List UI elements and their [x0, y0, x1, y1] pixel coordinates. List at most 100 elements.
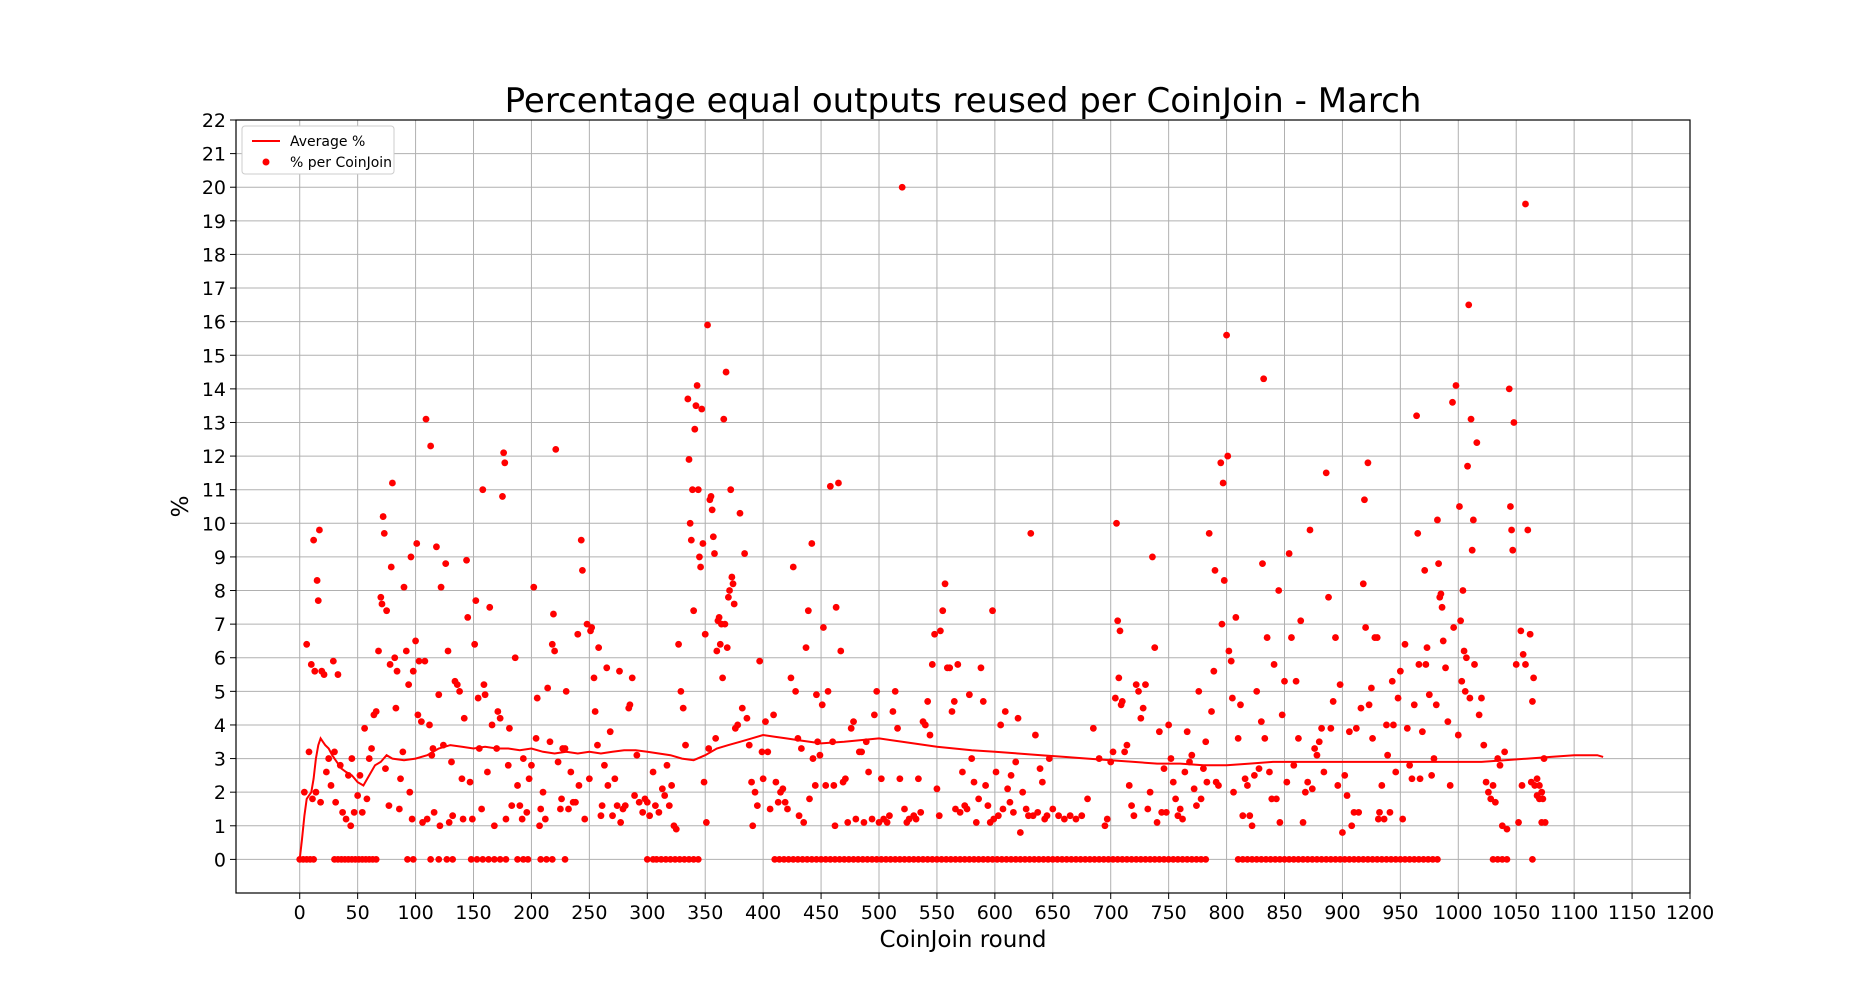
scatter-point	[709, 533, 717, 541]
scatter-point	[1275, 587, 1283, 594]
scatter-point	[1121, 748, 1129, 756]
scatter-point	[613, 802, 621, 810]
scatter-point	[561, 855, 569, 863]
scatter-point	[1137, 714, 1145, 722]
scatter-point	[1165, 721, 1173, 729]
scatter-point	[766, 805, 774, 813]
scatter-point	[1176, 805, 1184, 813]
scatter-point	[348, 755, 356, 762]
scatter-point	[479, 855, 487, 863]
scatter-point	[686, 519, 694, 527]
scatter-point	[1414, 529, 1422, 537]
scatter-point	[883, 819, 891, 826]
scatter-point	[837, 647, 845, 655]
scatter-point	[1336, 681, 1344, 689]
scatter-point	[426, 721, 433, 729]
scatter-point	[1276, 819, 1284, 826]
scatter-point	[397, 775, 404, 783]
scatter-point	[1115, 674, 1123, 682]
x-tick-label: 850	[1266, 902, 1302, 924]
scatter-point	[558, 795, 565, 803]
x-tick-label: 150	[455, 902, 491, 924]
scatter-point	[891, 687, 899, 695]
scatter-point	[1415, 661, 1423, 668]
scatter-point	[361, 724, 369, 732]
scatter-point	[372, 708, 380, 715]
scatter-point	[378, 600, 386, 608]
x-tick-label: 1200	[1666, 902, 1714, 924]
scatter-point	[1130, 812, 1138, 820]
scatter-point	[1376, 808, 1383, 816]
scatter-point	[989, 607, 996, 615]
scatter-point	[1311, 745, 1319, 752]
scatter-point	[1103, 815, 1111, 823]
scatter-point	[1299, 819, 1307, 826]
scatter-point	[442, 560, 450, 568]
scatter-point	[1406, 761, 1414, 769]
scatter-point	[313, 577, 321, 584]
scatter-point	[699, 540, 707, 547]
scatter-point	[926, 731, 934, 739]
scatter-point	[762, 718, 769, 725]
scatter-point	[1128, 802, 1135, 810]
scatter-point	[464, 614, 472, 621]
scatter-point	[1355, 808, 1363, 816]
scatter-point	[480, 681, 488, 689]
scatter-point	[621, 802, 629, 810]
x-tick-label: 600	[977, 902, 1013, 924]
scatter-point	[677, 687, 685, 695]
scatter-point	[1394, 694, 1402, 702]
scatter-point	[478, 805, 486, 813]
scatter-point	[1430, 755, 1438, 762]
scatter-point	[1292, 677, 1300, 685]
scatter-point	[704, 321, 711, 329]
scatter-point	[550, 610, 557, 618]
scatter-point	[842, 775, 849, 783]
scatter-point	[912, 815, 920, 823]
scatter-point	[997, 721, 1005, 729]
scatter-point	[628, 674, 636, 682]
scatter-point	[1155, 728, 1163, 736]
scatter-point	[552, 445, 560, 453]
scatter-point	[649, 768, 657, 776]
scatter-point	[1343, 792, 1351, 799]
scatter-point	[975, 795, 983, 803]
scatter-point	[543, 855, 550, 863]
scatter-point	[1320, 768, 1328, 776]
scatter-point	[802, 644, 810, 652]
scatter-point	[316, 526, 323, 534]
scatter-point	[1373, 634, 1381, 641]
scatter-point	[965, 691, 973, 699]
scatter-point	[1181, 768, 1189, 776]
scatter-point	[1403, 724, 1411, 732]
scatter-point	[1261, 735, 1269, 742]
x-tick-label: 750	[1151, 902, 1187, 924]
scatter-point	[1132, 681, 1140, 689]
scatter-point	[1461, 687, 1469, 695]
scatter-point	[514, 855, 521, 863]
scatter-point	[1183, 728, 1191, 736]
scatter-point	[1169, 778, 1177, 786]
scatter-point	[1215, 782, 1222, 789]
scatter-point	[982, 782, 989, 789]
scatter-point	[1217, 459, 1225, 467]
scatter-point	[727, 486, 735, 494]
scatter-point	[689, 486, 696, 494]
scatter-point	[756, 657, 764, 665]
scatter-point	[819, 624, 827, 631]
scatter-point	[994, 812, 1002, 820]
scatter-point	[1246, 812, 1254, 820]
scatter-point	[959, 768, 966, 776]
x-tick-label: 1150	[1608, 902, 1656, 924]
scatter-point	[694, 855, 702, 863]
scatter-point	[597, 812, 605, 820]
scatter-point	[1390, 721, 1397, 729]
chart-title: Percentage equal outputs reused per Coin…	[505, 81, 1422, 121]
scatter-point	[774, 798, 782, 806]
scatter-point	[590, 674, 598, 682]
legend: Average % % per CoinJoin	[241, 125, 395, 175]
scatter-point	[1503, 825, 1511, 833]
y-tick-label: 7	[214, 614, 226, 636]
scatter-point	[781, 798, 789, 806]
scatter-point	[870, 711, 878, 719]
